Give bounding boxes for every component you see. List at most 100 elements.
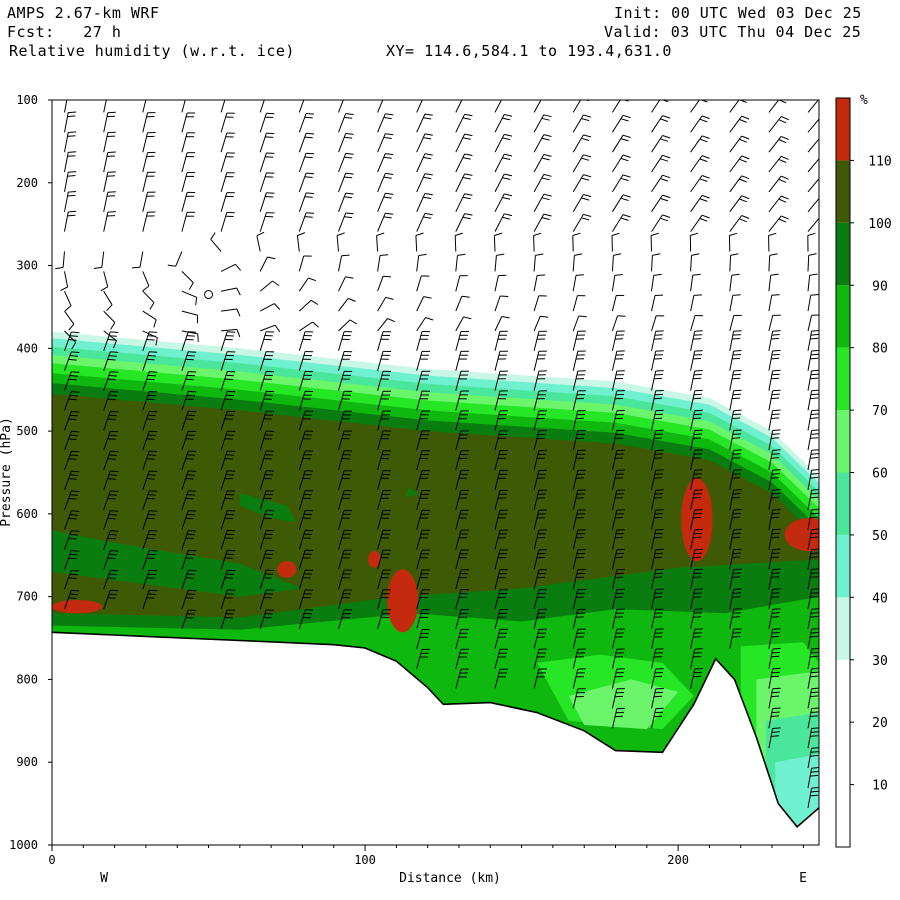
wind-barb [690,273,701,292]
wind-barb [220,390,236,411]
wind-barb [298,609,314,630]
wind-barb [259,589,275,610]
wind-barb [259,303,281,312]
colorbar-label: 80 [872,342,888,357]
wind-barb [729,253,739,272]
wind-barb [651,648,664,669]
wind-barb [220,112,235,133]
wind-barb [572,549,586,570]
wind-barb [220,331,236,351]
x-axis-label: Distance (km) [399,871,501,886]
valid-time: Valid: 03 UTC Thu 04 Dec 25 [604,23,862,41]
wind-barb [377,153,394,173]
wind-barb [651,568,664,590]
wind-barb [376,232,385,252]
wind-barb [336,232,345,252]
wind-barb [729,409,742,431]
wind-barb [807,608,819,629]
wind-barb [259,371,275,391]
wind-barb [298,470,314,491]
wind-barb [494,193,513,213]
wind-barb [689,232,699,252]
rh-ice-sat-d [386,569,419,633]
wind-barb [533,213,552,232]
wind-barb [64,411,80,431]
wind-barb [572,390,586,411]
wind-barb [416,100,423,113]
wind-barb [60,271,69,292]
wind-barb [494,569,508,590]
wind-barb [572,529,586,550]
wind-barb [181,271,194,290]
wind-barb [651,449,664,471]
wind-barb [651,214,671,232]
wind-barb [298,331,314,351]
wind-barb [807,294,819,312]
wind-barb [103,111,116,133]
wind-barb [181,470,197,491]
y-tick-label: 1000 [9,838,38,852]
wind-barb [690,100,708,113]
wind-barb [455,253,466,272]
wind-barb [572,315,587,332]
wind-barb [181,172,196,193]
wind-barb [690,449,703,471]
wind-barb [807,314,819,332]
wind-barb [572,509,586,530]
wind-barb [338,254,350,272]
wind-barb [533,274,546,292]
west-label: W [100,871,108,886]
wind-barb [572,232,581,252]
wind-barb [181,589,197,610]
wind-barb [181,211,196,232]
wind-barb [220,510,236,530]
wind-barb [296,232,306,252]
init-time: Init: 00 UTC Wed 03 Dec 25 [614,4,862,22]
wind-barb [611,134,631,153]
wind-barb [494,295,509,312]
wind-barb [651,489,664,510]
wind-barb [690,135,710,153]
wind-barb [221,308,241,317]
wind-barb [807,647,819,669]
wind-barb [259,192,275,212]
wind-barb [259,172,275,193]
wind-barb [338,133,354,153]
wind-barb [690,509,703,530]
wind-barb [103,470,119,491]
colorbar-swatch [836,285,850,348]
wind-barb [807,667,819,689]
wind-barb [611,529,625,550]
wind-barb [416,370,430,391]
wind-barb [729,369,742,391]
wind-barb [298,152,315,173]
colorbar-label: 20 [872,716,888,731]
wind-barb [533,449,547,471]
wind-barb [181,132,196,153]
wind-barb [416,133,433,153]
wind-barb [377,450,392,471]
wind-barb [181,390,197,411]
wind-barb [651,174,671,193]
wind-barb [729,175,750,193]
wind-barb [729,628,742,649]
wind-barb [298,172,315,193]
rh-ice-sat-e [681,478,713,562]
wind-barb [64,290,72,312]
colorbar-label: 110 [868,154,891,169]
wind-barb [729,469,742,490]
wind-barb [416,193,433,213]
wind-barb [729,389,742,411]
wind-barb [690,489,703,510]
wind-barb [338,490,353,510]
wind-barb [729,568,742,590]
wind-barb [455,316,472,332]
wind-barb [220,589,236,610]
wind-barb [338,609,353,630]
wind-barb [611,628,625,649]
wind-barb [651,294,664,312]
wind-barb [690,155,710,173]
wind-barb [259,100,265,113]
wind-barb [416,113,433,133]
wind-barb [220,410,236,431]
